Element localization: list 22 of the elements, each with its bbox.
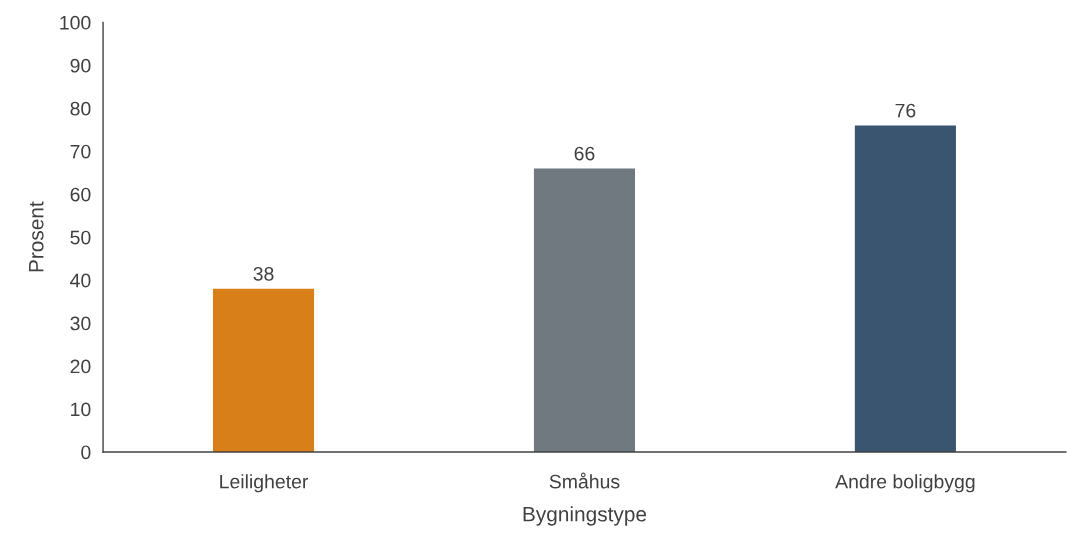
- x-axis-title: Bygningstype: [523, 506, 647, 526]
- y-tick-label: 100: [60, 15, 91, 30]
- y-tick-label: 0: [81, 445, 91, 460]
- y-axis-title: Prosent: [29, 201, 44, 272]
- data-label: 76: [895, 103, 916, 118]
- data-label: 38: [253, 266, 274, 281]
- x-tick-label: Småhus: [549, 472, 620, 489]
- y-tick-label: 70: [70, 144, 91, 159]
- y-tick-label: 50: [70, 230, 91, 245]
- bar: [854, 125, 956, 452]
- data-label: 66: [574, 146, 595, 161]
- y-tick-label: 40: [70, 273, 91, 288]
- y-tick-label: 60: [70, 187, 91, 202]
- x-tick-label: Leiligheter: [220, 474, 309, 493]
- y-tick-label: 30: [70, 316, 91, 331]
- y-tick-label: 90: [70, 58, 91, 73]
- bar: [533, 168, 636, 452]
- y-tick-label: 80: [70, 101, 91, 116]
- x-tick-label: Andre boligbygg: [835, 474, 975, 493]
- bar: [212, 288, 315, 452]
- y-tick-label: 20: [70, 359, 91, 374]
- y-tick-label: 10: [71, 402, 91, 417]
